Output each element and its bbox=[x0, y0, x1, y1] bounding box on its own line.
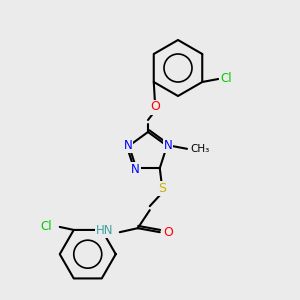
Text: N: N bbox=[164, 139, 172, 152]
Text: S: S bbox=[158, 182, 166, 195]
Text: N: N bbox=[124, 139, 132, 152]
Text: O: O bbox=[163, 226, 173, 239]
Text: HN: HN bbox=[96, 224, 114, 237]
Text: CH₃: CH₃ bbox=[190, 144, 209, 154]
Text: N: N bbox=[131, 163, 140, 176]
Text: O: O bbox=[150, 100, 160, 113]
Text: Cl: Cl bbox=[40, 220, 52, 233]
Text: Cl: Cl bbox=[220, 73, 232, 85]
